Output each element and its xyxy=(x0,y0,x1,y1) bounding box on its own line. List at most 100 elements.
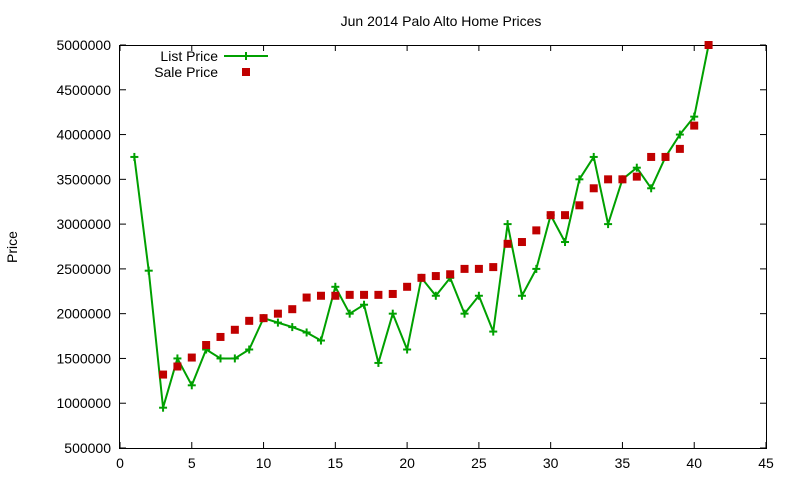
data-point xyxy=(173,362,182,371)
y-tick-label: 3500000 xyxy=(56,171,111,187)
legend-label: Sale Price xyxy=(154,64,218,80)
data-point xyxy=(159,403,168,412)
data-point xyxy=(604,175,613,184)
data-point xyxy=(503,220,512,229)
data-point xyxy=(417,273,426,282)
y-tick-label: 4500000 xyxy=(56,82,111,98)
data-point xyxy=(503,239,512,248)
data-point xyxy=(316,291,325,300)
data-point xyxy=(546,211,555,220)
data-point xyxy=(431,272,440,281)
data-point xyxy=(517,238,526,247)
data-point xyxy=(647,184,656,193)
x-tick-label: 5 xyxy=(188,455,196,471)
data-point xyxy=(532,264,541,273)
data-point xyxy=(474,291,483,300)
x-tick-label: 15 xyxy=(328,455,344,471)
data-point xyxy=(532,226,541,235)
data-point xyxy=(360,300,369,309)
data-point xyxy=(259,314,268,323)
data-point xyxy=(575,175,584,184)
legend-marker xyxy=(242,68,250,76)
data-point xyxy=(345,290,354,299)
data-point xyxy=(489,263,498,272)
data-point xyxy=(173,354,182,363)
data-point xyxy=(159,370,168,379)
data-point xyxy=(187,381,196,390)
data-point xyxy=(216,332,225,341)
data-point xyxy=(403,345,412,354)
data-point xyxy=(460,309,469,318)
data-point xyxy=(575,201,584,210)
series-0 xyxy=(130,41,713,412)
data-point xyxy=(460,264,469,273)
data-point xyxy=(675,144,684,153)
x-tick-label: 25 xyxy=(471,455,487,471)
y-tick-label: 5000000 xyxy=(56,37,111,53)
data-point xyxy=(288,323,297,332)
data-point xyxy=(632,163,641,172)
y-axis-label: Price xyxy=(4,231,20,263)
data-point xyxy=(202,341,211,350)
legend-label: List Price xyxy=(160,48,218,64)
chart-title: Jun 2014 Palo Alto Home Prices xyxy=(341,13,542,29)
data-point xyxy=(302,328,311,337)
data-point xyxy=(230,325,239,334)
series-1 xyxy=(159,41,713,379)
data-point xyxy=(374,290,383,299)
data-point xyxy=(431,291,440,300)
data-point xyxy=(288,305,297,314)
y-tick-label: 2000000 xyxy=(56,306,111,322)
y-axis-ticks: 500000 1000000 1500000 2000000 2500000 300000… xyxy=(56,37,766,456)
data-point xyxy=(345,309,354,318)
x-tick-label: 0 xyxy=(116,455,124,471)
data-point xyxy=(388,309,397,318)
x-tick-label: 35 xyxy=(615,455,631,471)
x-tick-label: 10 xyxy=(256,455,272,471)
data-point xyxy=(589,184,598,193)
data-point xyxy=(245,345,254,354)
data-point xyxy=(230,354,239,363)
data-point xyxy=(474,264,483,273)
data-point xyxy=(374,358,383,367)
y-tick-label: 500000 xyxy=(64,440,111,456)
data-point xyxy=(331,282,340,291)
data-point xyxy=(216,354,225,363)
data-point xyxy=(302,293,311,302)
series-line xyxy=(133,44,710,409)
data-point xyxy=(360,290,369,299)
data-point xyxy=(130,152,139,161)
y-tick-label: 3000000 xyxy=(56,216,111,232)
data-point xyxy=(316,336,325,345)
y-tick-label: 1500000 xyxy=(56,350,111,366)
x-tick-label: 20 xyxy=(399,455,415,471)
x-axis-ticks: 0 5 10 15 20 25 30 35 40 45 xyxy=(116,45,774,471)
series-layer xyxy=(130,41,713,412)
data-point xyxy=(589,152,598,161)
y-tick-label: 2500000 xyxy=(56,261,111,277)
data-point xyxy=(561,238,570,247)
data-point xyxy=(604,220,613,229)
data-point xyxy=(661,152,670,161)
data-point xyxy=(273,309,282,318)
x-tick-label: 40 xyxy=(686,455,702,471)
data-point xyxy=(675,130,684,139)
data-point xyxy=(517,291,526,300)
data-point xyxy=(632,172,641,181)
data-point xyxy=(388,289,397,298)
y-tick-label: 4000000 xyxy=(56,127,111,143)
data-point xyxy=(187,353,196,362)
plot-frame xyxy=(119,45,767,449)
data-point xyxy=(144,266,153,275)
data-point xyxy=(647,152,656,161)
x-tick-label: 30 xyxy=(543,455,559,471)
data-point xyxy=(561,211,570,220)
data-point xyxy=(273,318,282,327)
y-tick-label: 1000000 xyxy=(56,395,111,411)
data-point xyxy=(704,41,713,49)
data-point xyxy=(690,121,699,130)
x-tick-label: 45 xyxy=(758,455,774,471)
data-point xyxy=(618,175,627,184)
